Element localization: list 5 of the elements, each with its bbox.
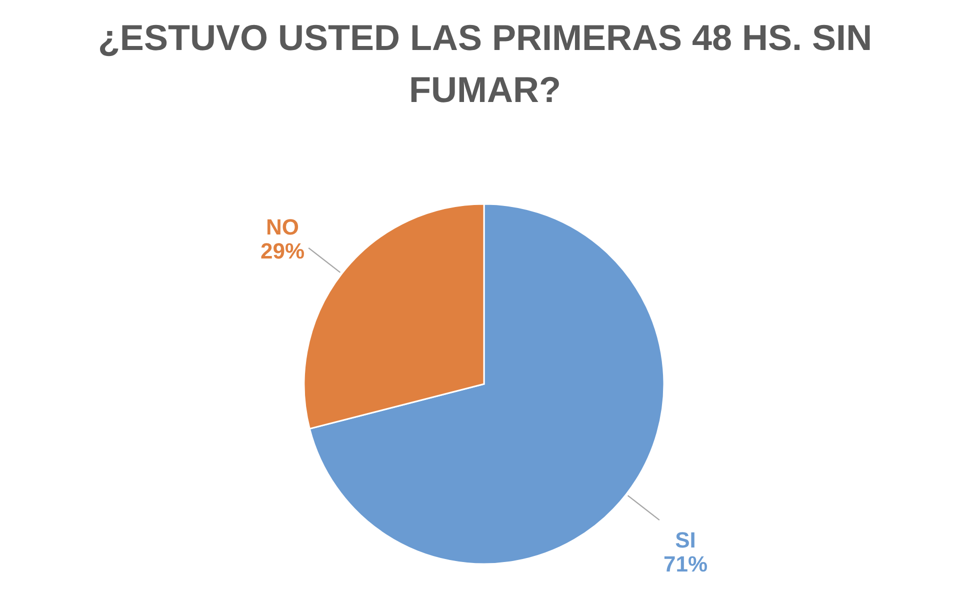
data-label: 29% — [260, 238, 305, 264]
slice-label: NO — [266, 214, 300, 240]
chart-title: ¿ESTUVO USTED LAS PRIMERAS 48 HS. SIN FUMAR? — [98, 17, 872, 110]
data-label: 71% — [663, 551, 708, 576]
slice-label: SI — [675, 527, 696, 552]
